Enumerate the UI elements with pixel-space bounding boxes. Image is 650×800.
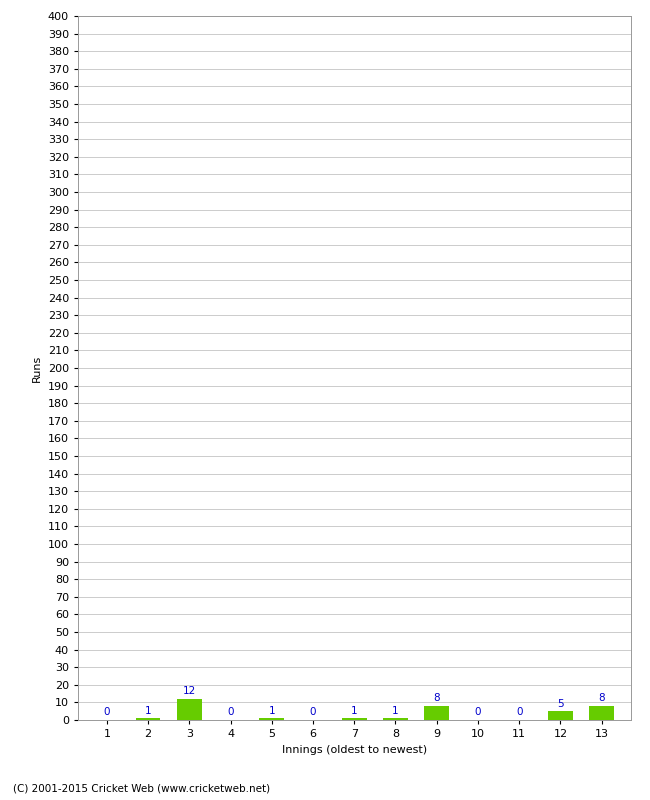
Text: 1: 1 xyxy=(351,706,358,715)
Bar xyxy=(590,706,614,720)
Bar xyxy=(342,718,367,720)
Bar xyxy=(136,718,161,720)
X-axis label: Innings (oldest to newest): Innings (oldest to newest) xyxy=(281,745,427,754)
Text: 0: 0 xyxy=(103,707,110,718)
Bar xyxy=(424,706,449,720)
Text: 0: 0 xyxy=(516,707,523,718)
Text: 8: 8 xyxy=(599,694,605,703)
Bar xyxy=(177,699,202,720)
Bar xyxy=(383,718,408,720)
Text: (C) 2001-2015 Cricket Web (www.cricketweb.net): (C) 2001-2015 Cricket Web (www.cricketwe… xyxy=(13,784,270,794)
Text: 12: 12 xyxy=(183,686,196,696)
Text: 1: 1 xyxy=(268,706,275,715)
Bar xyxy=(548,711,573,720)
Text: 5: 5 xyxy=(557,698,564,709)
Text: 0: 0 xyxy=(310,707,317,718)
Text: 1: 1 xyxy=(145,706,151,715)
Text: 0: 0 xyxy=(227,707,234,718)
Text: 8: 8 xyxy=(434,694,440,703)
Y-axis label: Runs: Runs xyxy=(32,354,42,382)
Bar xyxy=(259,718,284,720)
Text: 0: 0 xyxy=(474,707,481,718)
Text: 1: 1 xyxy=(392,706,399,715)
